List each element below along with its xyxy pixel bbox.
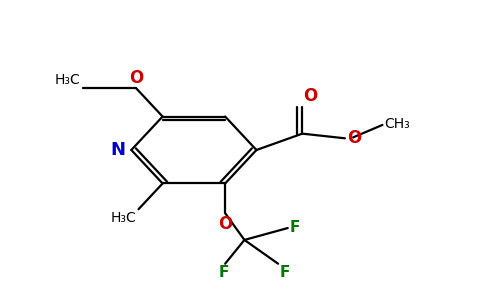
Text: H₃C: H₃C (110, 211, 136, 225)
Text: H₃C: H₃C (55, 73, 81, 87)
Text: O: O (303, 87, 318, 105)
Text: F: F (280, 265, 290, 280)
Text: F: F (219, 265, 229, 280)
Text: O: O (347, 129, 361, 147)
Text: F: F (289, 220, 300, 235)
Text: CH₃: CH₃ (384, 117, 410, 131)
Text: N: N (110, 141, 125, 159)
Text: O: O (218, 215, 232, 233)
Text: O: O (129, 69, 143, 87)
